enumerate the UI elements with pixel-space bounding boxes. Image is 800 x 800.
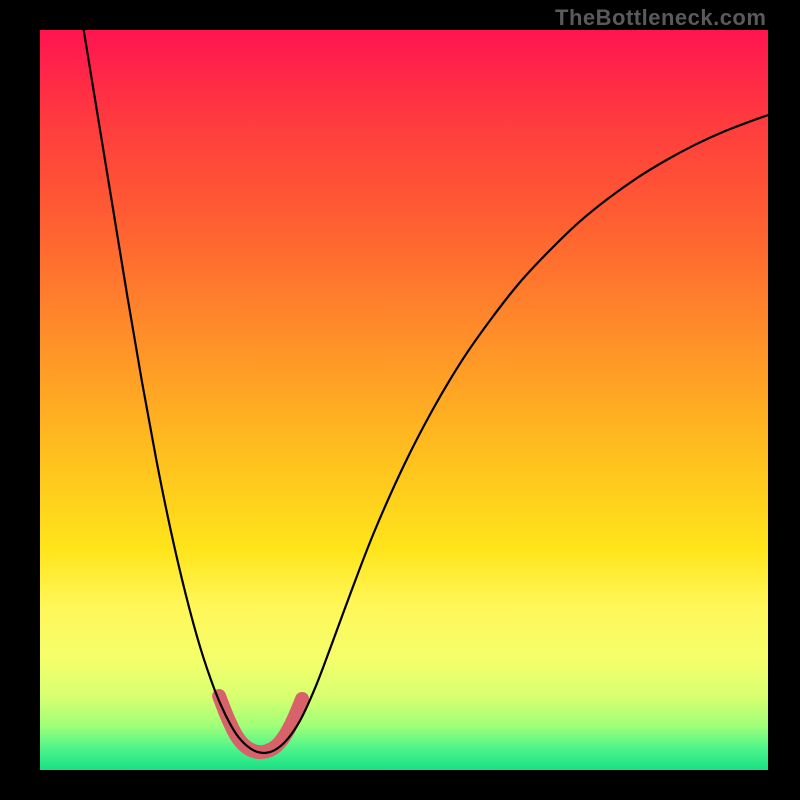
gradient-background bbox=[40, 30, 768, 770]
bottleneck-chart bbox=[0, 0, 800, 800]
watermark-text: TheBottleneck.com bbox=[555, 5, 766, 31]
